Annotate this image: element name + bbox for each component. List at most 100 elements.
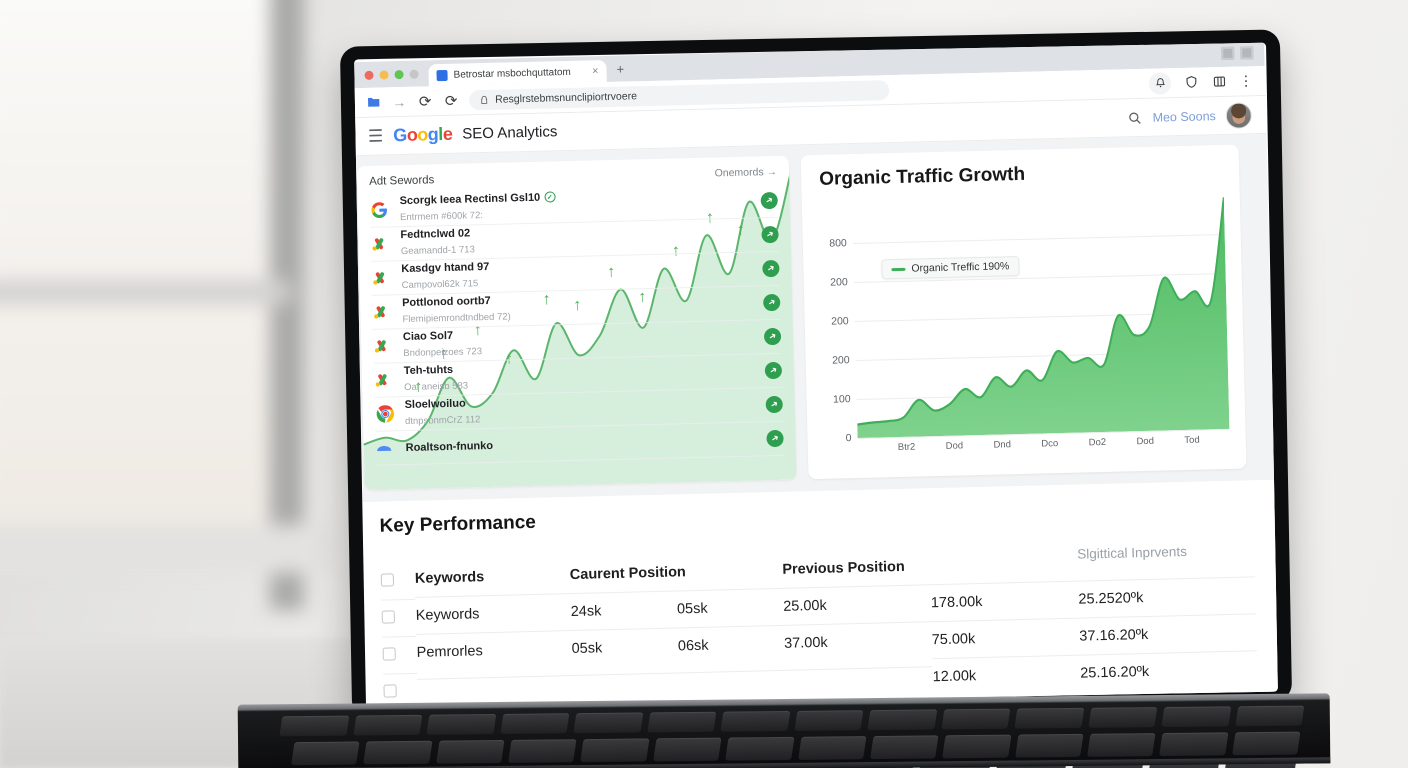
window-control-dots[interactable]	[364, 69, 419, 80]
traffic-card: Organic Traffic Growth	[800, 144, 1247, 480]
keyboard-key	[508, 739, 577, 763]
keyboard-key	[1231, 731, 1301, 756]
trend-badge-icon[interactable]: ➜	[761, 225, 779, 244]
table-cell: 05sk	[571, 627, 679, 668]
keyboard-key	[499, 713, 570, 734]
table-cell: 12.00k	[932, 654, 1081, 696]
trend-badge-icon[interactable]: ➜	[765, 395, 783, 414]
lock-icon	[481, 95, 488, 104]
keyboard-key	[942, 734, 1012, 759]
legend-swatch	[891, 267, 906, 271]
row-checkbox[interactable]	[382, 646, 396, 661]
trend-badge-icon[interactable]: ➜	[763, 293, 781, 312]
col-header-improvements[interactable]: Slgittical Inprvents	[1077, 543, 1188, 562]
window-dot-icon[interactable]	[364, 70, 374, 80]
col-header-keywords[interactable]: Keywords	[414, 569, 485, 587]
tab-close-icon[interactable]: ×	[591, 65, 599, 78]
keyboard-key	[720, 710, 790, 732]
keyboard-key	[797, 736, 867, 760]
keyboard-key	[793, 710, 864, 731]
blue-arc-icon	[375, 439, 397, 457]
keyword-subtitle: Oal aneisb 583	[404, 380, 469, 393]
col-header-previous-position[interactable]: Previous Position	[782, 558, 905, 578]
keyboard-key	[580, 738, 650, 763]
row-checkbox[interactable]	[381, 609, 395, 624]
new-tab-button[interactable]: +	[616, 61, 625, 77]
x-axis-tick-label: Dco	[1041, 438, 1059, 450]
trend-badge-icon[interactable]: ➜	[764, 361, 783, 380]
x-axis-tick-label: Dod	[945, 440, 964, 452]
reload-icon[interactable]: ⟳	[444, 92, 458, 110]
address-bar[interactable]: Resglrstebmsnunclipiortrvoere	[468, 79, 890, 110]
row-checkbox[interactable]	[383, 683, 397, 698]
table-cell: 06sk	[677, 624, 785, 665]
laptop-screen: Betrostar msbochquttatom × + → ⟳ ⟳	[354, 42, 1278, 709]
keyboard-key	[291, 741, 360, 766]
keyboard-key	[646, 711, 717, 733]
table-cell	[417, 675, 573, 700]
x-axis-tick-label: Dnd	[993, 439, 1012, 451]
y-axis-tick-label: 0	[845, 432, 852, 445]
avatar[interactable]	[1225, 101, 1253, 129]
panels-icon[interactable]	[1211, 73, 1227, 89]
chrome-icon	[375, 403, 398, 425]
table-cell: 75.00k	[931, 617, 1080, 659]
keyboard-key	[1014, 707, 1084, 729]
x-axis-tick-label: Btr2	[897, 441, 916, 454]
shield-icon[interactable]	[1183, 74, 1199, 90]
table-cell	[784, 666, 933, 691]
table-cell: 24sk	[570, 590, 678, 631]
keyword-subtitle: Flemipiemrondtndbed 72)	[402, 310, 511, 325]
keyboard-key	[1087, 707, 1158, 728]
select-all-checkbox[interactable]	[380, 572, 395, 587]
window-dot-icon[interactable]	[409, 69, 419, 79]
chart-title: Organic Traffic Growth	[818, 163, 1026, 190]
laptop-bezel: Betrostar msbochquttatom × + → ⟳ ⟳	[339, 29, 1293, 719]
table-cell: Pemrorles	[416, 630, 573, 671]
table-cell: 25.16.20ºk	[1079, 650, 1258, 692]
keywords-card-title: Adt Sewords	[369, 174, 435, 188]
y-axis-tick-label: 200	[831, 315, 849, 328]
search-icon[interactable]	[1126, 109, 1142, 125]
table-cell: 37.16.20ºk	[1078, 613, 1257, 655]
keyword-list-item[interactable]: Roaltson-fnunko ➜	[375, 421, 784, 466]
keyboard-key	[940, 708, 1011, 730]
x-axis-tick-label: Tod	[1184, 434, 1200, 447]
y-axis-tick-label: 100	[832, 393, 851, 406]
ads-icon	[371, 269, 393, 287]
alert-icon[interactable]	[1148, 71, 1172, 95]
forward-icon[interactable]: →	[392, 93, 407, 110]
background-window	[0, 0, 350, 660]
trend-badge-icon[interactable]: ➜	[760, 191, 778, 210]
trend-badge-icon[interactable]: ➜	[762, 259, 780, 278]
keyboard-key	[435, 739, 505, 764]
table-cell: 25.2520ºk	[1077, 576, 1256, 618]
window-maximize-icon[interactable]	[1240, 46, 1254, 60]
table-cell	[572, 672, 680, 697]
google-logo: Google	[393, 123, 453, 146]
trend-badge-icon[interactable]: ➜	[763, 327, 782, 346]
y-axis-tick-label: 200	[830, 276, 848, 289]
url-text: Resglrstebmsnunclipiortrvoere	[495, 89, 638, 106]
keywords-card-action[interactable]: Onemords →	[714, 165, 778, 180]
x-axis-tick-label: Dod	[1136, 435, 1155, 448]
browser-toolbar: → ⟳ ⟳ Resglrstebmsnunclipiortrvoere	[354, 65, 1266, 119]
keywords-card: ↑ ↑ ↑ ↑ ↑ ↑ ↑ ↑ ↑ ↑ ↑ Adt Sewords Onemords → Scorg…	[356, 155, 797, 491]
kebab-menu-icon[interactable]: ⋮	[1238, 72, 1254, 89]
key-performance-section: Key Performance Keywords Caurent Position…	[362, 479, 1278, 709]
hamburger-menu-icon[interactable]: ☰	[367, 126, 384, 146]
window-restore-icon[interactable]	[1221, 46, 1235, 61]
browser-tab[interactable]: Betrostar msbochquttatom ×	[428, 60, 607, 87]
bookmark-icon[interactable]	[365, 94, 381, 110]
keyboard-key	[352, 714, 423, 736]
trend-badge-icon[interactable]: ➜	[766, 429, 784, 448]
keyboard-key	[426, 714, 496, 735]
window-dot-icon[interactable]	[379, 70, 389, 80]
keyboard-key	[869, 735, 939, 760]
reload-icon[interactable]: ⟳	[418, 92, 432, 111]
user-name[interactable]: Meo Soons	[1152, 108, 1216, 125]
tab-favicon	[436, 69, 448, 81]
dashboard-main: ↑ ↑ ↑ ↑ ↑ ↑ ↑ ↑ ↑ ↑ ↑ Adt Sewords Onemords → Scorg…	[354, 133, 1275, 503]
window-dot-icon[interactable]	[394, 69, 404, 80]
keyword-subtitle: Geamandd-1 713	[400, 243, 475, 257]
